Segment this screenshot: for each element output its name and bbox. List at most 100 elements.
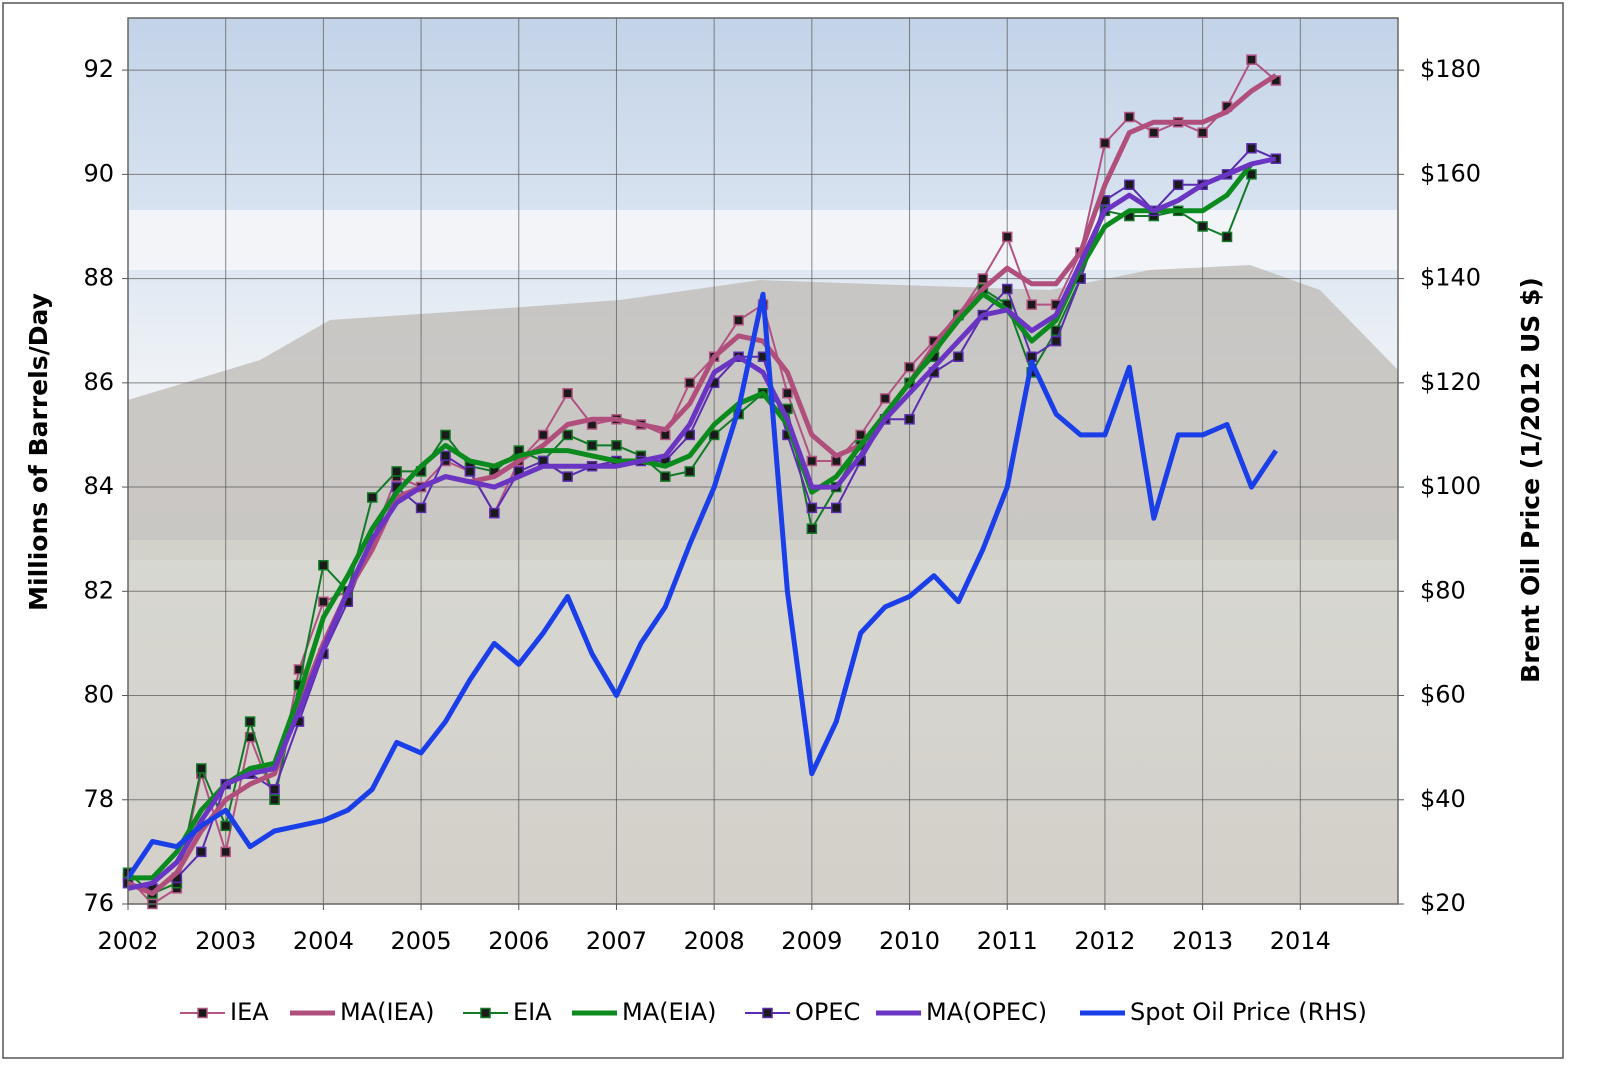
data-point [1050, 335, 1062, 347]
data-point [1246, 54, 1257, 65]
data-point [1148, 127, 1160, 138]
data-point [1124, 111, 1135, 123]
data-point [1026, 299, 1037, 310]
data-point [879, 393, 891, 404]
x-tick-label: 2011 [977, 927, 1038, 955]
y2-tick-label: $40 [1420, 785, 1466, 813]
data-point [196, 763, 207, 774]
data-point [464, 466, 476, 477]
data-point [733, 315, 744, 326]
data-point [220, 820, 231, 832]
x-tick-label: 2014 [1270, 927, 1331, 955]
data-point [684, 429, 695, 441]
legend-label: IEA [230, 998, 269, 1026]
data-point [782, 387, 793, 399]
data-point [562, 471, 573, 482]
data-point [440, 429, 451, 441]
y-tick-label: 78 [83, 785, 114, 813]
data-point [611, 440, 622, 451]
x-tick-label: 2008 [684, 927, 745, 955]
y-tick-label: 76 [83, 889, 114, 917]
y-tick-label: 88 [83, 264, 114, 292]
legend-marker [480, 1007, 491, 1019]
y2-tick-label: $120 [1420, 368, 1481, 396]
data-point [1172, 179, 1184, 191]
data-point [806, 523, 818, 535]
y-tick-label: 80 [83, 681, 114, 709]
x-tick-label: 2010 [879, 927, 940, 955]
legend-marker [762, 1007, 773, 1019]
x-tick-label: 2003 [195, 927, 256, 955]
legend-label: EIA [513, 998, 552, 1026]
data-point [366, 492, 378, 503]
data-point [269, 794, 280, 806]
data-point [1246, 169, 1257, 180]
data-point [440, 450, 451, 462]
x-tick-label: 2004 [293, 927, 354, 955]
legend-label: Spot Oil Price (RHS) [1130, 998, 1367, 1026]
legend-label: MA(EIA) [622, 998, 717, 1026]
x-tick-label: 2007 [586, 927, 647, 955]
data-point [537, 429, 549, 441]
data-point [831, 502, 842, 514]
y2-tick-label: $80 [1420, 576, 1466, 604]
data-point [269, 784, 280, 795]
y2-tick-label: $140 [1420, 264, 1481, 292]
data-point [977, 273, 989, 284]
data-point [684, 466, 695, 477]
y2-axis-title: Brent Oil Price (1/2012 US $) [1516, 277, 1545, 683]
x-tick-label: 2006 [488, 927, 549, 955]
data-point [318, 559, 329, 571]
data-point [1246, 143, 1257, 154]
data-point [562, 387, 573, 399]
data-point [684, 377, 695, 389]
data-point [1124, 179, 1135, 191]
plot-border [127, 17, 1399, 905]
legend-marker [197, 1007, 208, 1019]
data-point [562, 429, 573, 441]
data-point [660, 471, 671, 482]
data-point [391, 466, 402, 477]
y-tick-label: 84 [83, 472, 114, 500]
legend-label: OPEC [795, 998, 860, 1026]
background-photo [128, 18, 1398, 904]
y-tick-label: 86 [83, 368, 114, 396]
data-point [1197, 127, 1208, 138]
series-line [127, 156, 1277, 891]
data-point [904, 414, 915, 425]
data-point [1197, 221, 1208, 232]
data-point [586, 440, 598, 451]
data-point [1221, 231, 1233, 243]
data-point [293, 664, 305, 675]
legend-label: MA(OPEC) [926, 998, 1047, 1026]
data-point [196, 846, 207, 858]
data-point [244, 716, 256, 727]
data-point [318, 596, 329, 607]
x-tick-label: 2002 [97, 927, 158, 955]
data-point [1099, 137, 1111, 149]
y-tick-label: 92 [83, 55, 114, 83]
legend-label: MA(IEA) [340, 998, 435, 1026]
data-point [489, 507, 500, 519]
x-tick-label: 2012 [1074, 927, 1135, 955]
data-point [220, 846, 231, 858]
data-point [904, 361, 915, 373]
plot [122, 54, 1282, 910]
data-point [806, 455, 818, 467]
y2-tick-label: $60 [1420, 681, 1466, 709]
data-point [1001, 231, 1013, 243]
data-point [806, 502, 818, 514]
y2-tick-label: $20 [1420, 889, 1466, 917]
data-point [953, 351, 964, 363]
y2-tick-label: $100 [1420, 472, 1481, 500]
series-line [125, 291, 1278, 880]
y-tick-label: 90 [83, 159, 114, 187]
data-point [708, 429, 720, 441]
x-tick-label: 2005 [391, 927, 452, 955]
y-tick-label: 82 [83, 576, 114, 604]
x-tick-label: 2009 [781, 927, 842, 955]
data-point [1001, 283, 1013, 295]
data-point [855, 429, 866, 441]
y2-tick-label: $160 [1420, 159, 1481, 187]
